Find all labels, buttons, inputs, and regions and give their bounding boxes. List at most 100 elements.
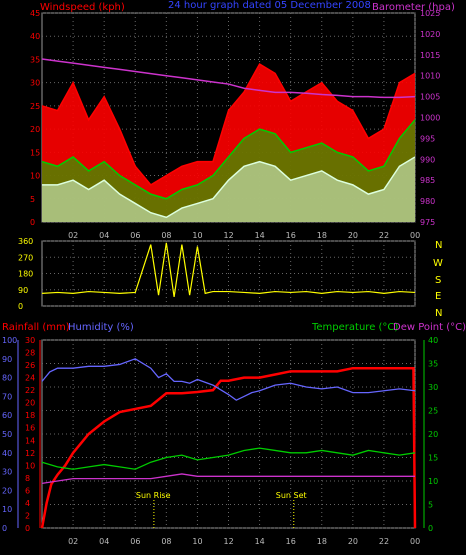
temp-tick-label: 20: [428, 430, 438, 439]
x-tick-label: 16: [286, 537, 296, 546]
direction-tick-label: 360: [18, 237, 33, 246]
direction-tick-label: 180: [18, 270, 33, 279]
sunrise-label: Sun Rise: [136, 491, 171, 500]
windspeed-label: Windspeed (kph): [40, 2, 125, 13]
rain-tick-label: 4: [25, 499, 30, 508]
graph-title: 24 hour graph dated 05 December 2008: [168, 0, 371, 11]
rain-tick-label: 14: [25, 436, 35, 445]
x-tick-label: 08: [161, 231, 171, 240]
series-line-3: [41, 473, 415, 484]
compass-s: S: [435, 275, 441, 286]
x-tick-label: 10: [192, 231, 202, 240]
series-line-2: [42, 156, 416, 219]
series-line-1: [41, 358, 416, 401]
right-tick-label: 1010: [420, 72, 440, 81]
x-tick-label: 12: [224, 231, 234, 240]
humidity-tick-label: 0: [2, 524, 7, 533]
right-tick-label: 1020: [420, 30, 440, 39]
x-tick-label: 18: [317, 537, 327, 546]
rain-tick-label: 22: [25, 386, 35, 395]
right-tick-label: 1000: [420, 114, 440, 123]
left-tick-label: 5: [30, 195, 35, 204]
temp-tick-label: 0: [428, 524, 433, 533]
series-line-0: [41, 63, 416, 186]
left-tick-label: 10: [30, 172, 40, 181]
x-tick-label: 12: [224, 537, 234, 546]
x-tick-label: 16: [286, 231, 296, 240]
left-tick-label: 30: [30, 79, 40, 88]
humidity-tick-label: 40: [2, 449, 12, 458]
series-area-2: [42, 156, 415, 222]
left-tick-label: 20: [30, 125, 40, 134]
x-tick-label: 02: [68, 231, 78, 240]
direction-line: [41, 242, 416, 298]
x-tick-label: 02: [68, 537, 78, 546]
x-tick-label: 04: [99, 537, 109, 546]
right-tick-label: 1005: [420, 93, 440, 102]
temp-tick-label: 40: [428, 336, 438, 345]
compass-n-bottom: N: [435, 308, 442, 319]
rain-tick-label: 30: [25, 336, 35, 345]
rain-tick-label: 24: [25, 374, 35, 383]
x-tick-label: 14: [255, 231, 265, 240]
wind-direction-panel: 0 90 180 270 360: [18, 237, 416, 311]
left-tick-label: 45: [30, 9, 40, 18]
x-tick-label: 14: [255, 537, 265, 546]
right-tick-label: 1025: [420, 9, 440, 18]
right-tick-label: 995: [420, 134, 435, 143]
temp-tick-label: 30: [428, 383, 438, 392]
series-line-1: [41, 119, 416, 200]
x-tick-label: 18: [317, 231, 327, 240]
rain-tick-label: 20: [25, 399, 35, 408]
right-tick-label: 990: [420, 155, 435, 164]
temp-tick-label: 5: [428, 501, 433, 510]
x-tick-label: 10: [192, 537, 202, 546]
rain-tick-label: 2: [25, 511, 30, 520]
sunset-label: Sun Set: [276, 491, 307, 500]
series-line-3: [41, 58, 416, 99]
temp-tick-label: 15: [428, 454, 438, 463]
barometer-label: Barometer (hpa): [372, 2, 455, 13]
humidity-tick-label: 80: [2, 374, 12, 383]
left-tick-label: 25: [30, 102, 40, 111]
direction-tick-label: 0: [18, 302, 23, 311]
rain-tick-label: 10: [25, 461, 35, 470]
x-tick-label: 00: [410, 537, 420, 546]
right-tick-label: 985: [420, 176, 435, 185]
compass-w: W: [433, 258, 443, 269]
humidity-tick-label: 100: [2, 336, 17, 345]
humidity-tick-label: 10: [2, 505, 12, 514]
humidity-tick-label: 20: [2, 486, 12, 495]
rain-tick-label: 26: [25, 361, 35, 370]
compass-e: E: [435, 291, 441, 302]
humidity-tick-label: 30: [2, 468, 12, 477]
compass-letters: N W S E N: [433, 240, 443, 319]
rain-tick-label: 16: [25, 424, 35, 433]
x-tick-label: 06: [130, 537, 140, 546]
humidity-tick-label: 50: [2, 430, 12, 439]
right-tick-label: 980: [420, 197, 435, 206]
x-tick-label: 20: [348, 231, 358, 240]
x-tick-label: 22: [379, 537, 389, 546]
temp-tick-label: 25: [428, 407, 438, 416]
compass-n-top: N: [435, 240, 442, 251]
humidity-tick-label: 90: [2, 355, 12, 364]
rain-tick-label: 18: [25, 411, 35, 420]
x-tick-label: 04: [99, 231, 109, 240]
x-tick-label: 08: [161, 537, 171, 546]
x-tick-label: 00: [410, 231, 420, 240]
left-tick-label: 40: [30, 32, 40, 41]
humidity-tick-label: 60: [2, 411, 12, 420]
temp-tick-label: 10: [428, 477, 438, 486]
x-tick-label: 20: [348, 537, 358, 546]
x-tick-label: 06: [130, 231, 140, 240]
rain-tick-label: 0: [25, 524, 30, 533]
x-tick-label: 22: [379, 231, 389, 240]
direction-tick-label: 270: [18, 253, 33, 262]
rain-tick-label: 8: [25, 474, 30, 483]
right-tick-label: 975: [420, 218, 435, 227]
rain-tick-label: 12: [25, 449, 35, 458]
right-tick-label: 1015: [420, 51, 440, 60]
